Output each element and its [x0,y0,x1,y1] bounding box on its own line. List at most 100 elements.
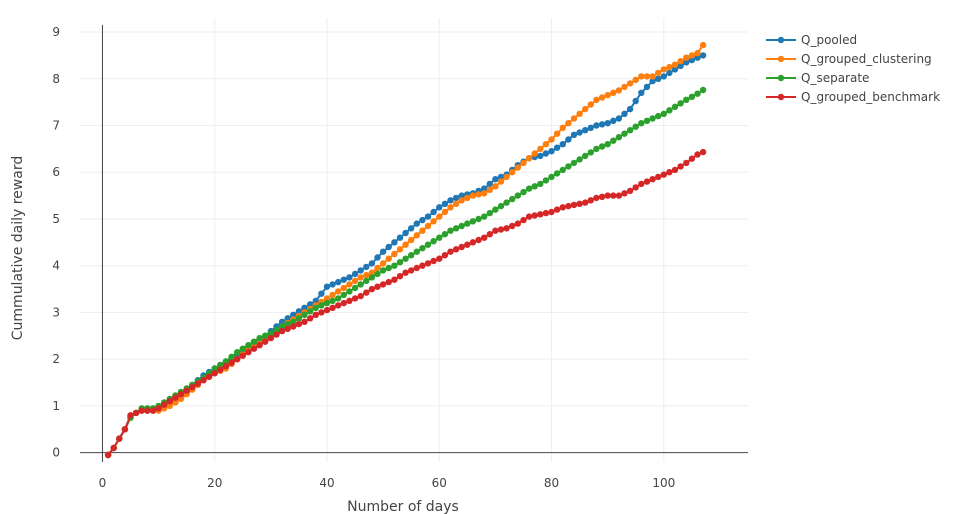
data-point[interactable] [694,90,701,97]
data-point[interactable] [486,180,493,188]
data-point[interactable] [408,225,415,232]
data-point[interactable] [351,277,359,285]
data-point[interactable] [548,173,555,181]
data-point[interactable] [593,145,600,153]
data-point[interactable] [318,290,325,297]
data-point[interactable] [200,377,207,384]
data-point[interactable] [553,144,561,151]
data-point[interactable] [379,267,387,274]
data-point[interactable] [452,194,460,202]
data-point[interactable] [638,120,645,127]
data-point[interactable] [307,308,314,315]
data-point[interactable] [379,281,387,288]
data-point[interactable] [396,273,404,280]
data-point[interactable] [340,284,347,292]
data-point[interactable] [374,270,381,278]
data-point[interactable] [548,148,555,155]
data-point[interactable] [688,155,696,162]
data-point[interactable] [565,202,572,210]
data-point[interactable] [391,250,398,258]
data-point[interactable] [430,218,437,225]
data-point[interactable] [537,152,544,160]
data-point[interactable] [402,241,409,248]
data-point[interactable] [514,192,521,199]
data-point[interactable] [593,96,600,104]
data-point[interactable] [424,222,432,230]
data-point[interactable] [419,227,426,234]
data-point[interactable] [683,54,690,61]
data-point[interactable] [340,276,347,283]
data-point[interactable] [290,323,297,330]
data-point[interactable] [683,159,690,167]
data-point[interactable] [559,204,566,211]
data-point[interactable] [464,241,471,248]
data-point[interactable] [363,277,370,285]
data-point[interactable] [295,308,303,315]
data-point[interactable] [497,178,505,185]
data-point[interactable] [408,267,415,274]
data-point[interactable] [295,320,303,328]
data-point[interactable] [441,252,449,259]
data-point[interactable] [295,315,303,322]
data-point[interactable] [301,304,308,311]
data-point[interactable] [110,444,117,452]
data-point[interactable] [677,163,684,170]
data-point[interactable] [598,193,606,200]
data-point[interactable] [481,185,488,192]
data-point[interactable] [436,204,443,211]
data-point[interactable] [481,213,488,220]
data-point[interactable] [351,284,359,292]
data-point[interactable] [408,252,415,259]
data-point[interactable] [419,262,426,269]
data-point[interactable] [357,292,364,300]
data-point[interactable] [464,194,471,202]
data-point[interactable] [121,426,129,433]
data-point[interactable] [267,334,275,342]
data-point[interactable] [447,204,454,211]
data-point[interactable] [278,327,286,335]
data-point[interactable] [643,117,651,125]
data-point[interactable] [307,301,314,308]
data-point[interactable] [610,89,617,97]
data-point[interactable] [666,169,673,176]
data-point[interactable] [166,398,173,405]
data-point[interactable] [149,407,157,414]
data-point[interactable] [593,122,600,129]
data-point[interactable] [525,213,533,220]
data-point[interactable] [239,345,246,352]
data-point[interactable] [497,226,505,233]
data-point[interactable] [239,352,246,359]
legend-item[interactable]: Q_grouped_clustering [766,52,932,66]
data-point[interactable] [565,120,572,127]
data-point[interactable] [273,326,280,334]
data-point[interactable] [402,255,409,262]
data-point[interactable] [677,100,684,107]
legend-item[interactable]: Q_grouped_benchmark [766,90,940,104]
data-point[interactable] [509,222,516,230]
data-point[interactable] [379,248,387,255]
data-point[interactable] [632,97,639,105]
data-point[interactable] [655,69,662,77]
data-point[interactable] [565,136,572,143]
data-point[interactable] [217,361,224,369]
data-point[interactable] [604,141,611,148]
data-point[interactable] [666,63,673,71]
data-point[interactable] [357,267,364,274]
data-point[interactable] [492,176,499,183]
data-point[interactable] [537,145,544,153]
data-point[interactable] [436,255,443,262]
data-point[interactable] [273,331,280,338]
data-point[interactable] [357,274,364,281]
data-point[interactable] [312,304,319,311]
data-point[interactable] [671,66,679,73]
data-point[interactable] [593,194,600,202]
data-point[interactable] [587,149,594,156]
data-point[interactable] [492,227,499,234]
data-point[interactable] [413,220,420,227]
data-point[interactable] [531,212,538,219]
data-point[interactable] [351,295,359,302]
data-point[interactable] [576,129,583,136]
data-point[interactable] [694,49,701,57]
data-point[interactable] [323,295,331,302]
data-point[interactable] [660,66,667,73]
